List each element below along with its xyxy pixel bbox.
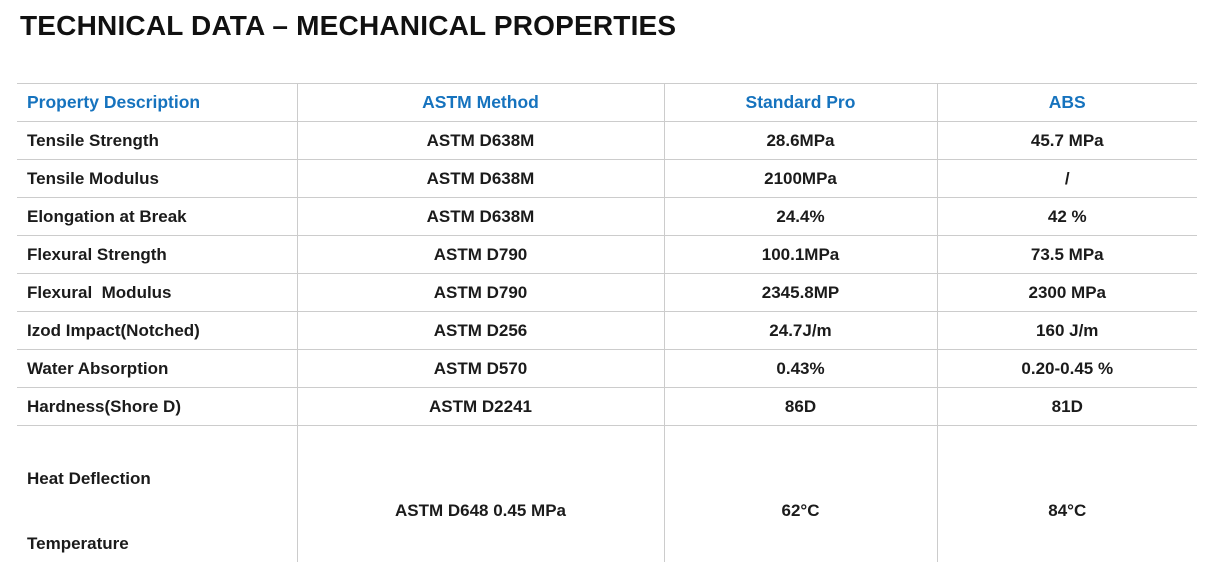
- standard-pro-cell: 28.6MPa: [663, 121, 937, 160]
- table-row-izod-impact: Izod Impact(Notched) ASTM D256 24.7J/m 1…: [17, 311, 1197, 350]
- astm-method-cell: ASTM D570: [296, 349, 664, 388]
- column-header-standard-pro: Standard Pro: [663, 83, 937, 122]
- standard-pro-cell: 62°C: [663, 425, 937, 562]
- property-cell: Elongation at Break: [17, 197, 297, 236]
- abs-cell: 42 %: [936, 197, 1197, 236]
- astm-method-cell: ASTM D256: [296, 311, 664, 350]
- standard-pro-cell: 24.7J/m: [663, 311, 937, 350]
- table-header-row: Property Description ASTM Method Standar…: [17, 83, 1197, 122]
- page-title: TECHNICAL DATA – MECHANICAL PROPERTIES: [20, 10, 677, 41]
- table-row-elongation-at-break: Elongation at Break ASTM D638M 24.4% 42 …: [17, 197, 1197, 236]
- property-line: Heat Deflection: [27, 469, 151, 488]
- astm-method-cell: ASTM D790: [296, 273, 664, 312]
- property-cell: Hardness(Shore D): [17, 387, 297, 426]
- standard-pro-cell: 2345.8MP: [663, 273, 937, 312]
- property-cell: Izod Impact(Notched): [17, 311, 297, 350]
- astm-method-cell: ASTM D638M: [296, 121, 664, 160]
- property-cell: Heat Deflection Temperature: [17, 425, 297, 562]
- table-row-flexural-strength: Flexural Strength ASTM D790 100.1MPa 73.…: [17, 235, 1197, 274]
- table-row-hardness: Hardness(Shore D) ASTM D2241 86D 81D: [17, 387, 1197, 426]
- table-row-tensile-modulus: Tensile Modulus ASTM D638M 2100MPa /: [17, 159, 1197, 198]
- astm-method-cell: ASTM D790: [296, 235, 664, 274]
- standard-pro-cell: 86D: [663, 387, 937, 426]
- astm-method-cell: ASTM D2241: [296, 387, 664, 426]
- column-header-abs: ABS: [936, 83, 1197, 122]
- standard-pro-cell: 0.43%: [663, 349, 937, 388]
- abs-cell: /: [936, 159, 1197, 198]
- standard-pro-cell: 2100MPa: [663, 159, 937, 198]
- table-row-tensile-strength: Tensile Strength ASTM D638M 28.6MPa 45.7…: [17, 121, 1197, 160]
- abs-cell: 84°C: [936, 425, 1197, 562]
- property-cell: Flexural Modulus: [17, 273, 297, 312]
- column-header-property-description: Property Description: [17, 83, 297, 122]
- table-row-water-absorption: Water Absorption ASTM D570 0.43% 0.20-0.…: [17, 349, 1197, 388]
- property-cell: Tensile Modulus: [17, 159, 297, 198]
- property-cell: Water Absorption: [17, 349, 297, 388]
- abs-cell: 45.7 MPa: [936, 121, 1197, 160]
- abs-cell: 2300 MPa: [936, 273, 1197, 312]
- property-cell: Tensile Strength: [17, 121, 297, 160]
- column-header-astm-method: ASTM Method: [296, 83, 664, 122]
- table-row-heat-deflection: Heat Deflection Temperature ASTM D648 0.…: [17, 425, 1197, 562]
- abs-cell: 160 J/m: [936, 311, 1197, 350]
- abs-cell: 0.20-0.45 %: [936, 349, 1197, 388]
- mechanical-properties-table: Property Description ASTM Method Standar…: [17, 83, 1197, 562]
- astm-method-cell: ASTM D648 0.45 MPa: [296, 425, 664, 562]
- table-row-flexural-modulus: Flexural Modulus ASTM D790 2345.8MP 2300…: [17, 273, 1197, 312]
- astm-method-cell: ASTM D638M: [296, 159, 664, 198]
- property-line: Temperature: [27, 534, 129, 553]
- property-cell: Flexural Strength: [17, 235, 297, 274]
- standard-pro-cell: 100.1MPa: [663, 235, 937, 274]
- abs-cell: 73.5 MPa: [936, 235, 1197, 274]
- abs-cell: 81D: [936, 387, 1197, 426]
- astm-method-cell: ASTM D638M: [296, 197, 664, 236]
- standard-pro-cell: 24.4%: [663, 197, 937, 236]
